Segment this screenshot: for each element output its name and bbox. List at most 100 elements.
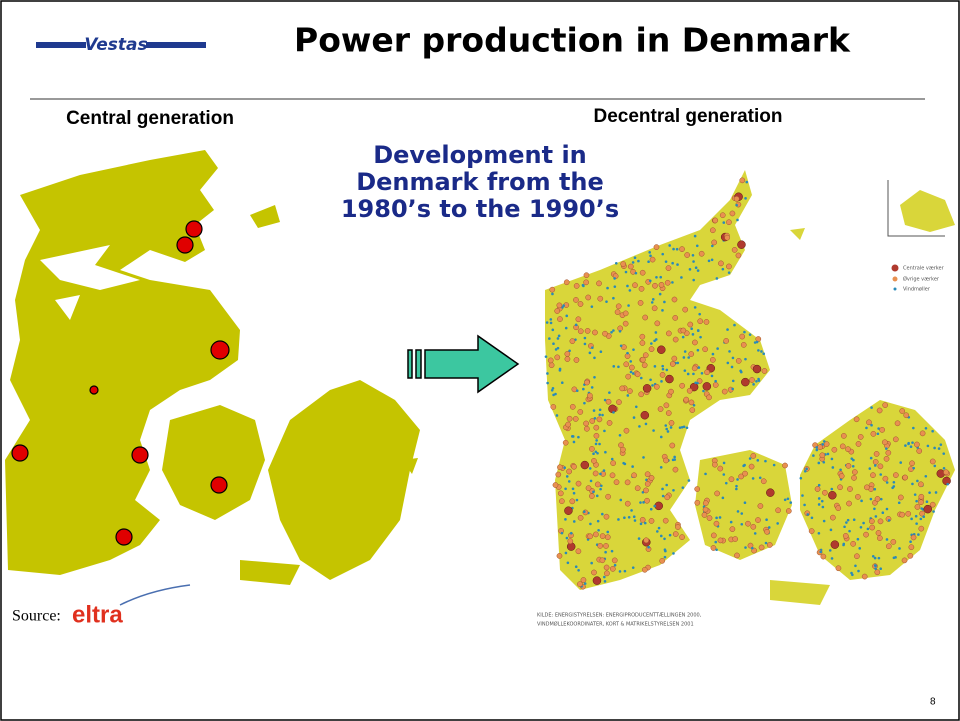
plant-dot [565,475,569,478]
plant-dot [665,374,674,384]
plant-dot [721,388,728,395]
plant-dot [934,491,938,494]
plant-dot [652,429,655,432]
plant-dot [718,516,722,519]
plant-dot [735,252,742,259]
plant-dot [630,509,633,512]
plant-dot [757,349,760,352]
plant-dot [575,389,579,393]
plant-dot [911,441,914,444]
plant-dot [606,286,609,290]
plant-dot [876,432,880,436]
plant-dot [633,519,637,522]
plant-dot [877,427,880,430]
plant-dot [556,346,560,350]
plant-dot [642,456,645,459]
arrow-stripe [407,349,413,379]
plant-dot [706,515,713,521]
plant-dot [585,485,592,491]
logo-swoosh [119,584,191,606]
plant-dot [909,540,912,543]
plant-dot [611,557,618,564]
plant-dot [603,513,610,520]
plant-dot [566,561,570,565]
island [402,458,418,474]
plant-dot [820,553,827,560]
plant-dot [612,365,616,368]
plant-dot [637,259,640,263]
plant-dot [564,506,573,515]
plant-dot [626,284,629,288]
plant-dot [680,327,687,334]
plant-dot [817,444,823,451]
plant-dot [922,515,926,519]
plant-dot [730,365,734,369]
plant-dot [638,391,645,398]
plant-dot [932,510,935,513]
plant-dot [817,531,821,535]
plant-dot [694,499,701,506]
plant-dot [668,244,671,247]
plant-dot [606,530,610,534]
plant-dot [887,519,891,522]
plant-dot [719,212,726,219]
source-label: Source: [12,608,61,625]
plant-dot [599,557,606,564]
plant-dot [663,548,667,552]
plant-dot [885,538,889,541]
plant-dot [928,491,931,494]
plant-dot [803,503,806,507]
plant-dot [637,300,644,306]
plant-dot [912,466,916,470]
plant-dot [556,302,563,309]
plant-dot [897,501,901,505]
inset-frame [887,180,945,237]
plant-dot [571,435,575,438]
plant-dot [702,500,709,507]
plant-dot [550,404,557,410]
plant-dot [760,478,767,485]
plant-dot [653,244,660,250]
plant-dot [712,382,719,388]
plant-dot [743,330,746,334]
plant-dot [812,454,815,457]
logo-bar [146,42,206,48]
plant-dot [877,518,884,525]
center-line: Denmark from the [356,168,604,196]
plant-dot [845,446,851,453]
plant-dot [839,468,842,472]
plant-dot [544,355,548,358]
plant-dot [848,529,851,533]
plant-dot [688,268,692,271]
plant-dot [596,416,603,423]
plant-dot [750,523,757,530]
plant-dot [822,519,826,523]
plant-dot [783,498,787,502]
plant-dot [683,396,690,403]
plant-dot [551,386,555,390]
plant [210,340,230,360]
plant-dot [762,352,766,355]
plant-dot [692,339,698,346]
plant-dot [858,547,862,550]
plant-dot [721,267,725,271]
plant-dot [728,350,731,353]
plant-dot [644,471,651,478]
plant-dot [845,521,848,524]
plant-dot [894,420,901,427]
plant-dot [694,486,701,492]
plant-dot [610,330,613,334]
plant-dot [642,501,645,504]
plant-dot [729,526,736,532]
funen [162,405,265,520]
plant-dot [755,379,758,383]
plant-dot [628,364,635,371]
plant-dot [546,372,549,375]
plant-dot [810,516,814,520]
plant-dot [582,387,585,391]
plant-dot [551,328,555,332]
plant-dot [627,388,633,394]
zealand [268,380,420,580]
plant-dot [691,333,695,336]
plant-dot [629,370,633,374]
